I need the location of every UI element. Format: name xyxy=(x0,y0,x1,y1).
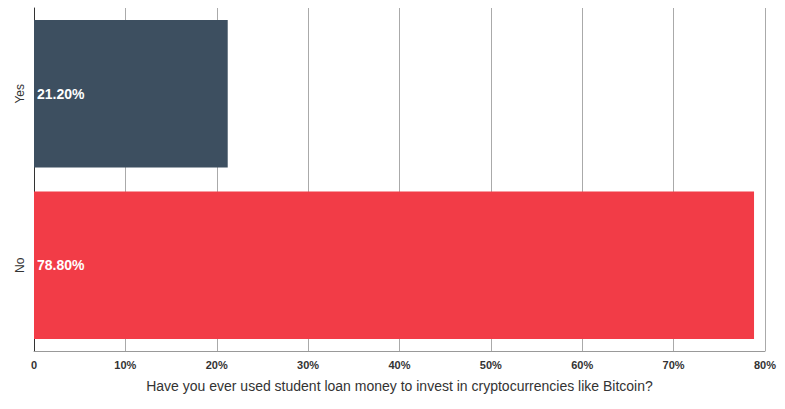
svg-text:Have you ever used student loa: Have you ever used student loan money to… xyxy=(146,378,653,394)
svg-text:0: 0 xyxy=(31,359,37,371)
svg-text:10%: 10% xyxy=(114,359,136,371)
svg-text:No: No xyxy=(13,257,27,273)
svg-text:50%: 50% xyxy=(480,359,502,371)
svg-text:40%: 40% xyxy=(388,359,410,371)
svg-text:80%: 80% xyxy=(754,359,776,371)
svg-text:20%: 20% xyxy=(206,359,228,371)
svg-text:70%: 70% xyxy=(663,359,685,371)
svg-text:21.20%: 21.20% xyxy=(37,86,85,102)
svg-text:30%: 30% xyxy=(297,359,319,371)
svg-text:60%: 60% xyxy=(571,359,593,371)
svg-text:Yes: Yes xyxy=(13,84,27,104)
svg-text:78.80%: 78.80% xyxy=(37,257,85,273)
